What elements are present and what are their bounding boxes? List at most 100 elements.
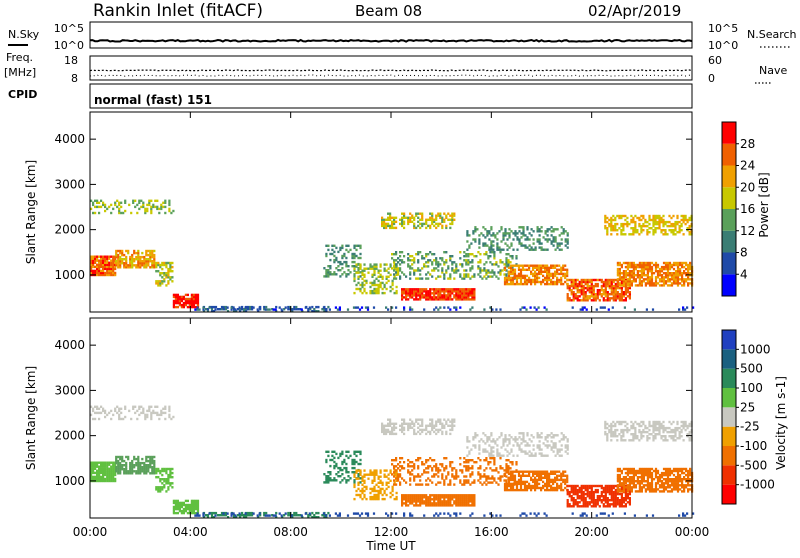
power-cell xyxy=(611,289,613,291)
velocity-cell xyxy=(241,514,243,516)
power-cell xyxy=(141,264,143,266)
velocity-cell xyxy=(522,471,524,473)
power-cell xyxy=(431,275,433,277)
power-cell xyxy=(685,272,687,274)
velocity-cell xyxy=(449,479,451,481)
power-cell xyxy=(389,213,391,215)
velocity-cell xyxy=(556,483,558,485)
power-cell xyxy=(640,225,642,227)
velocity-cell xyxy=(550,479,552,481)
velocity-cell xyxy=(505,469,507,471)
velocity-cell xyxy=(365,486,367,488)
velocity-cell xyxy=(504,483,506,485)
power-cell xyxy=(486,244,488,246)
velocity-cell xyxy=(359,463,361,465)
power-cell xyxy=(145,264,147,266)
velocity-cell xyxy=(393,483,395,485)
power-cell xyxy=(371,268,373,270)
power-cell xyxy=(529,249,531,251)
power-cell xyxy=(403,217,405,219)
power-cell xyxy=(411,263,413,265)
velocity-cell xyxy=(191,500,193,502)
power-cell xyxy=(655,282,657,284)
power-cell xyxy=(561,232,563,234)
velocity-cell xyxy=(323,473,325,475)
power-cell xyxy=(506,238,508,240)
velocity-cell xyxy=(585,493,587,495)
velocity-cell xyxy=(480,438,482,440)
power-cell xyxy=(453,294,455,296)
velocity-cell xyxy=(538,471,540,473)
velocity-cell xyxy=(167,486,169,488)
velocity-cell xyxy=(554,489,556,491)
power-cell xyxy=(151,260,153,262)
power-cell xyxy=(439,217,441,219)
velocity-cell xyxy=(496,444,498,446)
power-cell xyxy=(431,288,433,290)
freq-label: Freq. xyxy=(6,51,33,64)
velocity-cell xyxy=(518,479,520,481)
velocity-cell xyxy=(558,475,560,477)
velocity-cell xyxy=(469,459,471,461)
velocity-cell xyxy=(417,504,419,506)
power-cell xyxy=(619,287,621,289)
power-cell xyxy=(484,228,486,230)
velocity-cell xyxy=(407,504,409,506)
velocity-cell xyxy=(423,429,425,431)
power-cell xyxy=(104,272,106,274)
power-cell xyxy=(98,266,100,268)
power-cell xyxy=(197,294,199,296)
power-cell xyxy=(417,213,419,215)
velocity-cell xyxy=(427,471,429,473)
power-cell xyxy=(327,265,329,267)
power-cell xyxy=(315,306,317,308)
velocity-cell xyxy=(544,489,546,491)
power-cell xyxy=(363,274,365,276)
velocity-cell xyxy=(104,410,106,412)
power-cell xyxy=(413,257,415,259)
velocity-cell xyxy=(177,508,179,510)
velocity-cell xyxy=(142,408,144,410)
power-cell xyxy=(534,279,536,281)
power-cell xyxy=(275,306,277,308)
power-cell xyxy=(173,300,175,302)
power-cell xyxy=(363,284,365,286)
velocity-cell xyxy=(94,476,96,478)
power-cell xyxy=(297,308,299,310)
power-cell xyxy=(471,265,473,267)
velocity-cell xyxy=(508,434,510,436)
velocity-cell xyxy=(102,410,104,412)
power-cell xyxy=(605,295,607,297)
power-cell xyxy=(522,283,524,285)
velocity-cell xyxy=(335,453,337,455)
power-cell xyxy=(467,273,469,275)
power-cell xyxy=(92,204,94,206)
power-cell xyxy=(591,283,593,285)
power-cell xyxy=(161,280,163,282)
power-cell xyxy=(459,273,461,275)
power-cell xyxy=(359,245,361,247)
power-cell xyxy=(411,217,413,219)
velocity-cell xyxy=(353,486,355,488)
velocity-cell xyxy=(591,495,593,497)
velocity-cell xyxy=(429,500,431,502)
velocity-cell xyxy=(147,460,149,462)
velocity-cell xyxy=(385,429,387,431)
power-cell xyxy=(681,272,683,274)
power-cell xyxy=(469,267,471,269)
velocity-cell xyxy=(555,442,557,444)
power-cell xyxy=(133,258,135,260)
velocity-cell xyxy=(595,489,597,491)
velocity-cell xyxy=(247,512,249,514)
power-cell xyxy=(183,302,185,304)
power-cell xyxy=(94,256,96,258)
power-cell xyxy=(467,253,469,255)
power-cell xyxy=(329,259,331,261)
velocity-cell xyxy=(167,482,169,484)
velocity-cell xyxy=(548,489,550,491)
power-cell xyxy=(536,265,538,267)
velocity-cell xyxy=(367,478,369,480)
power-cell xyxy=(625,262,627,264)
velocity-cell xyxy=(353,481,355,483)
power-cell xyxy=(157,262,159,264)
